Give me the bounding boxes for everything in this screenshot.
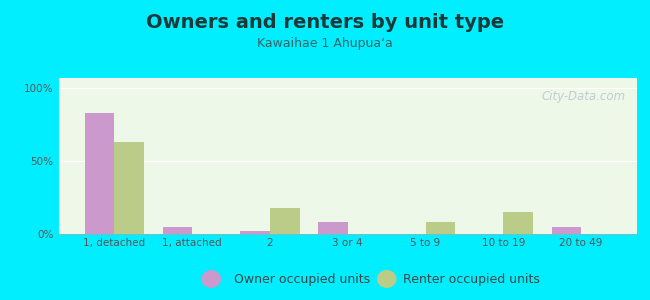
- Text: Renter occupied units: Renter occupied units: [403, 272, 540, 286]
- Bar: [114, 142, 144, 234]
- Text: City-Data.com: City-Data.com: [541, 91, 625, 103]
- Text: Kawaihae 1 Ahupuaʻa: Kawaihae 1 Ahupuaʻa: [257, 38, 393, 50]
- Bar: [552, 227, 581, 234]
- Bar: [162, 227, 192, 234]
- Bar: [503, 212, 533, 234]
- Bar: [84, 113, 114, 234]
- Text: Owners and renters by unit type: Owners and renters by unit type: [146, 14, 504, 32]
- Bar: [270, 208, 300, 234]
- Bar: [426, 222, 455, 234]
- Text: Owner occupied units: Owner occupied units: [234, 272, 370, 286]
- Bar: [318, 222, 348, 234]
- Bar: [240, 231, 270, 234]
